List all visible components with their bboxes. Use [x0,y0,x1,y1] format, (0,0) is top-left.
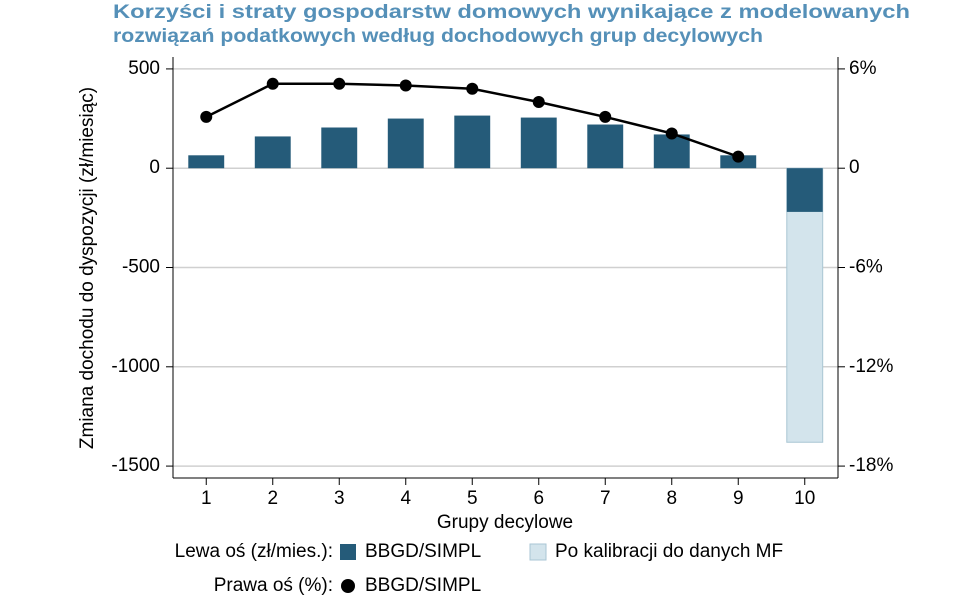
y-tick-label: 500 [128,58,160,79]
line-point [599,110,612,123]
legend-label: Po kalibracji do danych MF [555,541,783,562]
line-point [665,127,678,140]
legend-marker [341,579,355,593]
x-tick-label: 5 [467,488,478,509]
legend-group-label: Prawa oś (%): [214,575,333,596]
line-point [333,77,346,90]
line-point [200,110,213,123]
bar [786,168,823,212]
line-point [532,96,545,109]
chart-title: Korzyści i straty gospodarstw domowych w… [113,2,910,23]
bar [387,118,424,169]
y-axis-label: Zmiana dochodu do dyspozycji (zł/miesiąc… [77,87,98,449]
x-tick-label: 7 [600,488,611,509]
x-tick-label: 3 [334,488,345,509]
bar [321,127,358,169]
y2-tick-label: -6% [849,257,883,278]
x-tick-label: 9 [733,488,744,509]
bar [653,134,690,169]
x-tick-label: 10 [794,488,815,509]
y-tick-label: -500 [122,257,160,278]
y-tick-label: -1000 [111,356,160,377]
bar [454,115,491,169]
y2-tick-label: -18% [849,455,893,476]
x-tick-label: 2 [267,488,278,509]
bar [188,155,225,169]
x-tick-label: 6 [533,488,544,509]
line-point [266,77,279,90]
x-tick-label: 4 [400,488,411,509]
bar [520,117,557,169]
legend-marker [529,543,547,561]
bar [587,124,624,169]
legend-label: BBGD/SIMPL [365,541,481,562]
y-tick-label: -1500 [111,455,160,476]
legend-group-label: Lewa oś (zł/mies.): [175,541,333,562]
x-tick-label: 8 [666,488,677,509]
legend-label: BBGD/SIMPL [365,575,481,596]
y2-tick-label: 0 [849,157,860,178]
chart-title: rozwiązań podatkowych według dochodowych… [113,26,763,47]
x-tick-label: 1 [201,488,212,509]
y2-tick-label: 6% [849,58,877,79]
bar [786,167,824,443]
y2-tick-label: -12% [849,356,893,377]
y-tick-label: 0 [149,157,160,178]
bar [254,136,291,169]
line-point [466,82,479,95]
legend-marker [340,544,356,560]
line-point [399,79,412,92]
line-point [732,150,745,163]
x-axis-label: Grupy decylowe [437,512,573,533]
